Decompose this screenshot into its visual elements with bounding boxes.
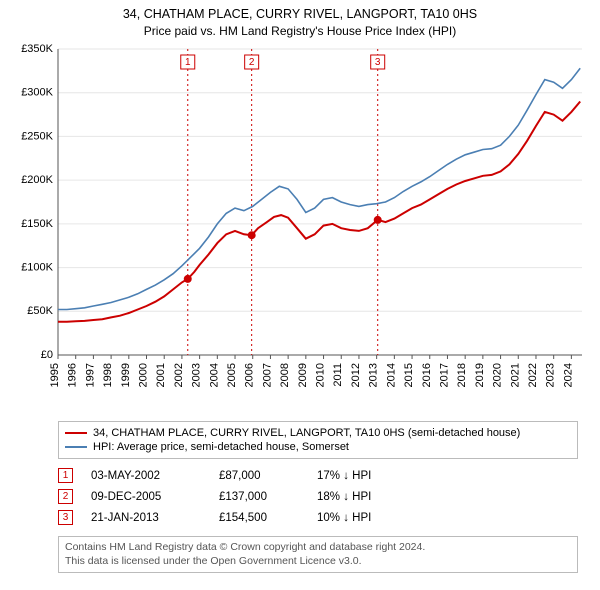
svg-text:£100K: £100K: [21, 262, 53, 274]
attribution-line: This data is licensed under the Open Gov…: [65, 555, 571, 569]
svg-text:1997: 1997: [84, 363, 96, 387]
svg-text:2013: 2013: [368, 363, 380, 387]
chart-area: £0 £50K £100K £150K £200K £250K £300K £350K 1995…: [10, 43, 590, 413]
svg-text:2012: 2012: [350, 363, 362, 387]
svg-text:2023: 2023: [545, 363, 557, 387]
svg-text:2008: 2008: [279, 363, 291, 387]
legend-swatch: [65, 446, 87, 448]
legend-box: 34, CHATHAM PLACE, CURRY RIVEL, LANGPORT…: [58, 421, 578, 459]
svg-text:£50K: £50K: [27, 305, 53, 317]
chart-svg: £0 £50K £100K £150K £200K £250K £300K £350K 1995…: [10, 43, 590, 413]
sale-number-box: 1: [58, 468, 73, 483]
svg-text:2015: 2015: [403, 363, 415, 387]
attribution-line: Contains HM Land Registry data © Crown c…: [65, 541, 571, 555]
legend-swatch: [65, 432, 87, 434]
svg-text:3: 3: [375, 57, 381, 68]
svg-text:£300K: £300K: [21, 87, 53, 99]
sale-price: £137,000: [219, 491, 299, 503]
svg-text:2014: 2014: [385, 363, 397, 387]
svg-text:2007: 2007: [261, 363, 273, 387]
svg-text:1995: 1995: [49, 363, 61, 387]
legend-row: HPI: Average price, semi-detached house,…: [65, 440, 571, 454]
svg-text:2022: 2022: [527, 363, 539, 387]
attribution-box: Contains HM Land Registry data © Crown c…: [58, 536, 578, 573]
svg-text:2024: 2024: [562, 363, 574, 387]
svg-text:2011: 2011: [332, 363, 344, 387]
svg-text:£0: £0: [41, 349, 53, 361]
sales-row: 2 09-DEC-2005 £137,000 18% ↓ HPI: [58, 486, 584, 507]
chart-titles: 34, CHATHAM PLACE, CURRY RIVEL, LANGPORT…: [10, 6, 590, 43]
svg-text:2: 2: [249, 57, 255, 68]
svg-text:1999: 1999: [120, 363, 132, 387]
sale-price: £87,000: [219, 470, 299, 482]
svg-text:2000: 2000: [138, 363, 150, 387]
svg-text:2004: 2004: [208, 363, 220, 387]
svg-text:2019: 2019: [474, 363, 486, 387]
svg-text:2017: 2017: [438, 363, 450, 387]
sale-hpi-diff: 17% ↓ HPI: [317, 470, 397, 482]
sale-date: 03-MAY-2002: [91, 470, 201, 482]
legend-label: 34, CHATHAM PLACE, CURRY RIVEL, LANGPORT…: [93, 427, 520, 439]
page-wrap: 34, CHATHAM PLACE, CURRY RIVEL, LANGPORT…: [0, 0, 600, 590]
sale-hpi-diff: 18% ↓ HPI: [317, 491, 397, 503]
svg-text:2010: 2010: [315, 363, 327, 387]
title-subtitle: Price paid vs. HM Land Registry's House …: [10, 23, 590, 39]
svg-text:2018: 2018: [456, 363, 468, 387]
legend-label: HPI: Average price, semi-detached house,…: [93, 441, 349, 453]
title-address: 34, CHATHAM PLACE, CURRY RIVEL, LANGPORT…: [10, 6, 590, 23]
svg-text:2003: 2003: [191, 363, 203, 387]
svg-text:2016: 2016: [421, 363, 433, 387]
sale-date: 09-DEC-2005: [91, 491, 201, 503]
svg-text:1998: 1998: [102, 363, 114, 387]
sale-date: 21-JAN-2013: [91, 512, 201, 524]
svg-text:2002: 2002: [173, 363, 185, 387]
sale-number-box: 2: [58, 489, 73, 504]
svg-text:2005: 2005: [226, 363, 238, 387]
svg-text:1996: 1996: [67, 363, 79, 387]
sales-row: 1 03-MAY-2002 £87,000 17% ↓ HPI: [58, 465, 584, 486]
sales-table: 1 03-MAY-2002 £87,000 17% ↓ HPI 2 09-DEC-2005…: [58, 465, 584, 528]
svg-text:2006: 2006: [244, 363, 256, 387]
sale-price: £154,500: [219, 512, 299, 524]
svg-text:£150K: £150K: [21, 218, 53, 230]
svg-text:2020: 2020: [492, 363, 504, 387]
legend-row: 34, CHATHAM PLACE, CURRY RIVEL, LANGPORT…: [65, 426, 571, 440]
svg-text:2001: 2001: [155, 363, 167, 387]
svg-text:£250K: £250K: [21, 130, 53, 142]
svg-text:£200K: £200K: [21, 174, 53, 186]
sales-row: 3 21-JAN-2013 £154,500 10% ↓ HPI: [58, 507, 584, 528]
sale-number-box: 3: [58, 510, 73, 525]
svg-text:£350K: £350K: [21, 43, 53, 55]
svg-text:2021: 2021: [509, 363, 521, 387]
svg-text:2009: 2009: [297, 363, 309, 387]
svg-text:1: 1: [185, 57, 191, 68]
sale-hpi-diff: 10% ↓ HPI: [317, 512, 397, 524]
